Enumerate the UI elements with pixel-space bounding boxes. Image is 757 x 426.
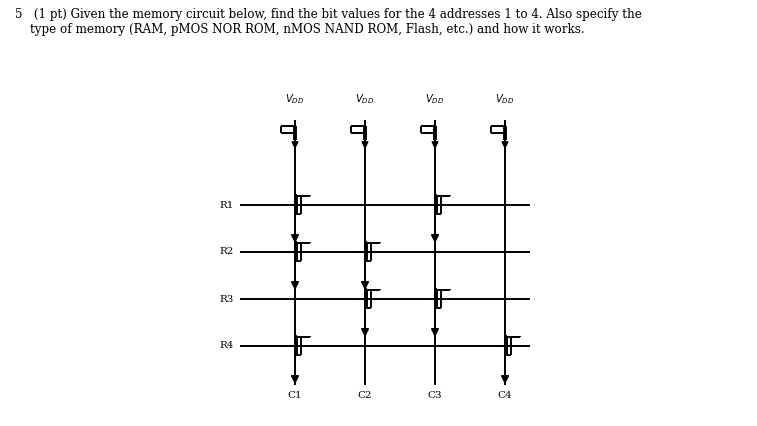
Text: 5   (1 pt) Given the memory circuit below, find the bit values for the 4 address: 5 (1 pt) Given the memory circuit below,…: [15, 8, 642, 21]
Text: $\mathit{V}_{DD}$: $\mathit{V}_{DD}$: [285, 92, 304, 106]
Text: R3: R3: [220, 294, 234, 303]
Text: R4: R4: [220, 342, 234, 351]
Text: C2: C2: [358, 391, 372, 400]
Text: $\mathit{V}_{DD}$: $\mathit{V}_{DD}$: [355, 92, 375, 106]
Text: C3: C3: [428, 391, 442, 400]
Text: R2: R2: [220, 248, 234, 256]
Text: $\mathit{V}_{DD}$: $\mathit{V}_{DD}$: [495, 92, 515, 106]
Text: R1: R1: [220, 201, 234, 210]
Text: C1: C1: [288, 391, 302, 400]
Text: C4: C4: [497, 391, 512, 400]
Text: $\mathit{V}_{DD}$: $\mathit{V}_{DD}$: [425, 92, 444, 106]
Text: type of memory (RAM, pMOS NOR ROM, nMOS NAND ROM, Flash, etc.) and how it works.: type of memory (RAM, pMOS NOR ROM, nMOS …: [15, 23, 584, 36]
